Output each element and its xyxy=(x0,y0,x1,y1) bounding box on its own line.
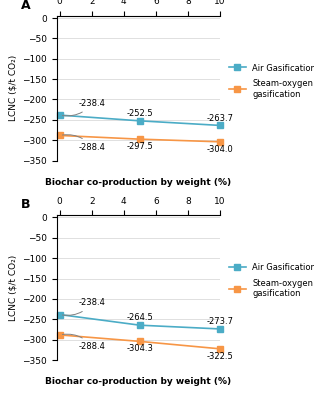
Steam-oxygen
gasification xyxy=(58,332,62,337)
Air Gasification xyxy=(218,326,222,331)
Steam-oxygen
gasification xyxy=(138,339,142,344)
Legend: Air Gasification, Steam-oxygen
gasification: Air Gasification, Steam-oxygen gasificat… xyxy=(229,263,314,298)
Steam-oxygen
gasification xyxy=(218,140,222,144)
Steam-oxygen
gasification xyxy=(138,137,142,142)
Air Gasification xyxy=(58,113,62,118)
Air Gasification xyxy=(218,123,222,128)
Line: Air Gasification: Air Gasification xyxy=(57,112,223,128)
Text: A: A xyxy=(21,0,30,12)
Steam-oxygen
gasification xyxy=(218,346,222,351)
Text: -304.3: -304.3 xyxy=(126,344,153,353)
Text: -322.5: -322.5 xyxy=(206,352,233,361)
Text: -263.7: -263.7 xyxy=(206,114,233,122)
Text: -288.4: -288.4 xyxy=(62,334,106,351)
Line: Steam-oxygen
gasification: Steam-oxygen gasification xyxy=(57,133,223,144)
Text: -252.5: -252.5 xyxy=(127,109,153,118)
Text: -264.5: -264.5 xyxy=(127,313,153,322)
Text: -304.0: -304.0 xyxy=(206,145,233,154)
Y-axis label: LCNC ($/t CO₂): LCNC ($/t CO₂) xyxy=(9,255,18,321)
Text: -297.5: -297.5 xyxy=(127,142,153,151)
Text: B: B xyxy=(21,198,30,211)
Text: -238.4: -238.4 xyxy=(62,298,106,315)
Y-axis label: LCNC ($/t CO₂): LCNC ($/t CO₂) xyxy=(9,55,18,121)
Air Gasification xyxy=(58,312,62,317)
Steam-oxygen
gasification xyxy=(58,133,62,138)
Air Gasification xyxy=(138,118,142,123)
Line: Steam-oxygen
gasification: Steam-oxygen gasification xyxy=(57,332,223,352)
Air Gasification xyxy=(138,323,142,328)
Text: Biochar co-production by weight (%): Biochar co-production by weight (%) xyxy=(45,178,231,187)
Line: Air Gasification: Air Gasification xyxy=(57,312,223,332)
Text: -288.4: -288.4 xyxy=(62,135,106,152)
Legend: Air Gasification, Steam-oxygen
gasification: Air Gasification, Steam-oxygen gasificat… xyxy=(229,64,314,98)
Text: -238.4: -238.4 xyxy=(62,99,106,116)
Text: -273.7: -273.7 xyxy=(206,317,233,326)
Text: Biochar co-production by weight (%): Biochar co-production by weight (%) xyxy=(45,377,231,386)
